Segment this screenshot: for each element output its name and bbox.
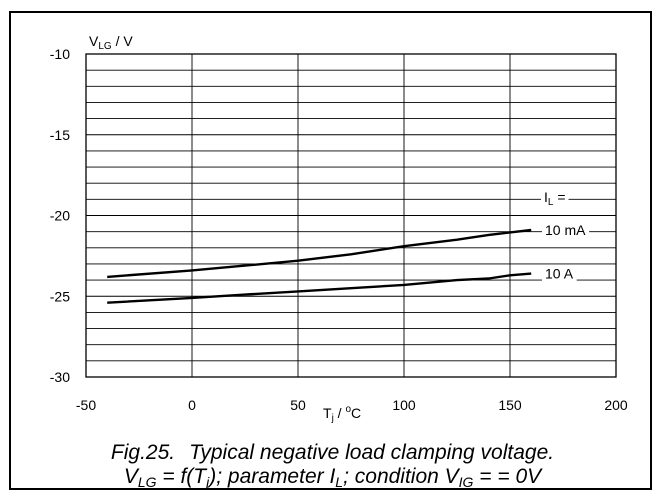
x-tick-label: 150 bbox=[498, 397, 522, 413]
y-axis-label: VLG / V bbox=[89, 33, 133, 52]
series-label: 10 mA bbox=[545, 222, 586, 238]
tick-labels: -50 0 50 100 150 200 -10 -15 -20 -25 -30 bbox=[50, 46, 628, 413]
x-tick-label: -50 bbox=[76, 397, 96, 413]
series-label-background bbox=[542, 223, 590, 238]
figure-frame bbox=[9, 11, 652, 490]
legend-title-background bbox=[541, 190, 569, 207]
x-tick-label: 100 bbox=[392, 397, 416, 413]
y-tick-label: -25 bbox=[50, 288, 70, 304]
x-tick-label: 0 bbox=[188, 397, 196, 413]
series-label-group: 10 A bbox=[542, 266, 577, 282]
series-label: 10 A bbox=[545, 266, 574, 282]
caption-line-1: Fig.25. Typical negative load clamping vo… bbox=[0, 441, 665, 465]
series-label-group: 10 mA bbox=[542, 222, 590, 238]
y-tick-label: -20 bbox=[50, 208, 70, 224]
y-tick-label: -30 bbox=[50, 369, 70, 385]
series-line bbox=[107, 228, 532, 279]
series-line bbox=[107, 272, 532, 304]
y-tick-label: -15 bbox=[50, 127, 70, 143]
x-axis-label: Tj / oC bbox=[323, 404, 361, 424]
figure-title: Typical negative load clamping voltage. bbox=[189, 441, 555, 464]
caption-line-2: VLG = f(Tj); parameter IL; condition VIG… bbox=[123, 465, 542, 490]
figure-number: Fig.25. bbox=[110, 441, 176, 464]
x-tick-label: 50 bbox=[290, 397, 306, 413]
x-tick-label: 200 bbox=[604, 397, 628, 413]
series-labels: 10 mA 10 A IL = bbox=[541, 189, 590, 282]
grid bbox=[86, 54, 616, 377]
series-label-background bbox=[542, 266, 577, 281]
y-tick-label: -10 bbox=[50, 46, 70, 62]
plot-area bbox=[85, 53, 617, 378]
legend-title: IL = bbox=[544, 189, 566, 208]
series-group bbox=[107, 228, 532, 304]
